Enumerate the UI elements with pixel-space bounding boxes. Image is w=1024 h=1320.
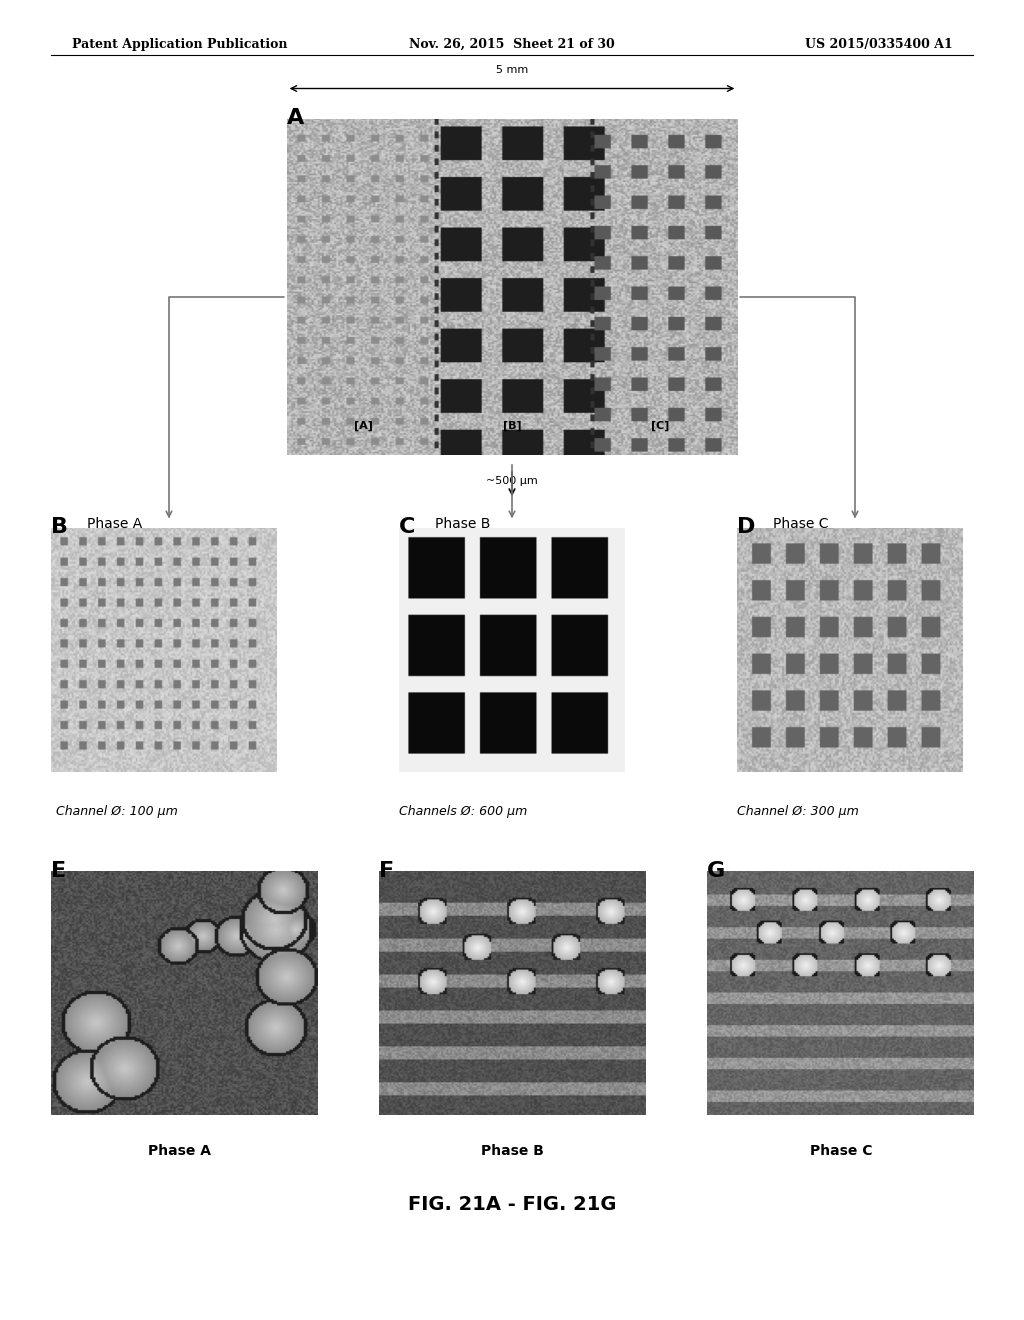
Text: C: C — [399, 517, 416, 537]
Text: G: G — [707, 861, 725, 880]
Text: FIG. 21A - FIG. 21G: FIG. 21A - FIG. 21G — [408, 1195, 616, 1213]
Text: Phase B: Phase B — [480, 1144, 544, 1159]
Text: E: E — [51, 861, 67, 880]
Text: 5 mm: 5 mm — [496, 65, 528, 75]
Text: Phase C: Phase C — [773, 517, 828, 532]
Text: [B]: [B] — [503, 421, 521, 430]
Text: Channel Ø: 100 μm: Channel Ø: 100 μm — [56, 805, 178, 818]
Text: ~500 μm: ~500 μm — [486, 475, 538, 486]
Text: [A]: [A] — [354, 421, 373, 430]
Text: Channel Ø: 300 μm: Channel Ø: 300 μm — [737, 805, 859, 818]
Text: B: B — [51, 517, 69, 537]
Text: Phase A: Phase A — [147, 1144, 211, 1159]
Text: F: F — [379, 861, 394, 880]
Text: Nov. 26, 2015  Sheet 21 of 30: Nov. 26, 2015 Sheet 21 of 30 — [410, 38, 614, 51]
Text: [C]: [C] — [651, 421, 670, 430]
Text: Phase B: Phase B — [435, 517, 490, 532]
Text: A: A — [287, 108, 304, 128]
Text: Channels Ø: 600 μm: Channels Ø: 600 μm — [399, 805, 527, 818]
Text: Patent Application Publication: Patent Application Publication — [72, 38, 287, 51]
Text: Phase C: Phase C — [810, 1144, 873, 1159]
Text: D: D — [737, 517, 756, 537]
Text: Phase A: Phase A — [87, 517, 142, 532]
Text: US 2015/0335400 A1: US 2015/0335400 A1 — [805, 38, 952, 51]
